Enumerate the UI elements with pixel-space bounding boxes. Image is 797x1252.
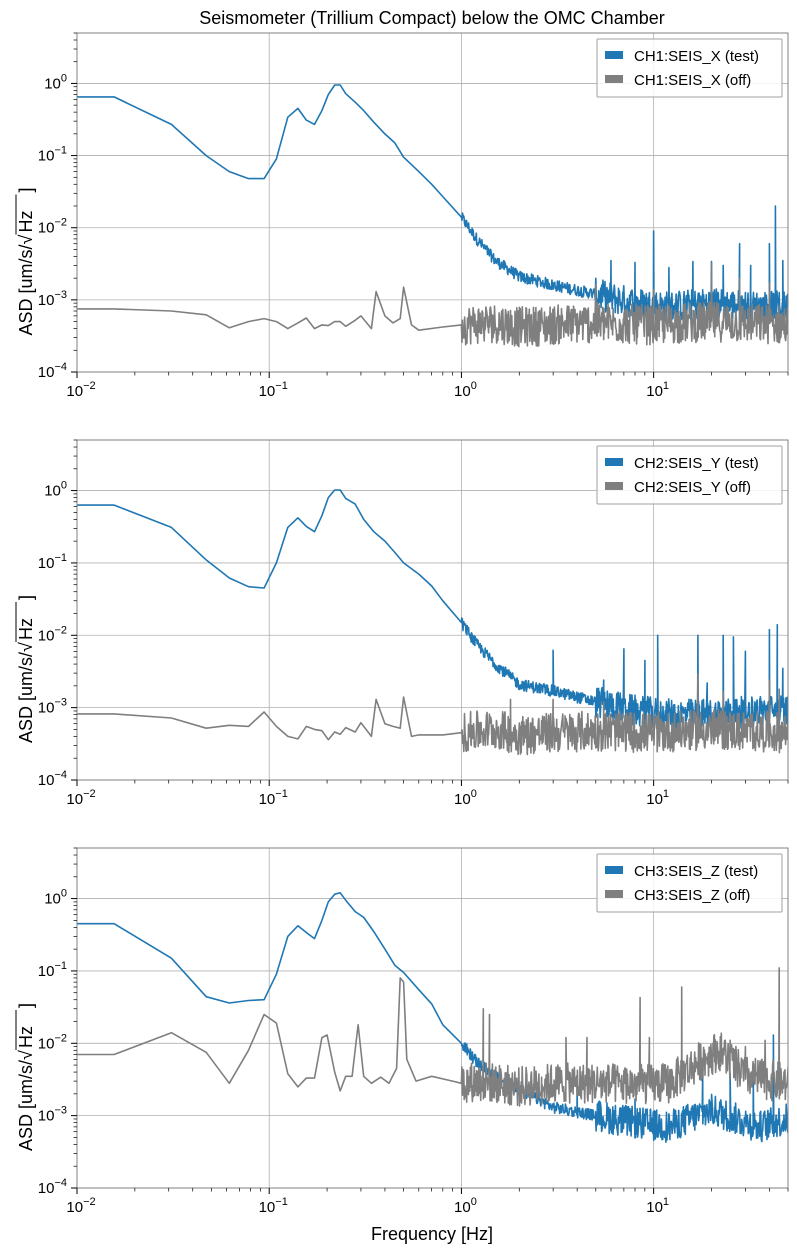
x-tick-label: 10−2 xyxy=(66,380,95,400)
y-tick-label: 10−1 xyxy=(38,960,67,980)
sqrt-symbol: √ xyxy=(16,235,36,245)
series-line-test xyxy=(77,489,788,731)
x-tick-label: 101 xyxy=(646,380,669,400)
y-label-prefix: ASD [um/s/ xyxy=(16,245,36,336)
legend-swatch-test xyxy=(605,51,623,59)
legend-swatch-off xyxy=(605,482,623,490)
legend-frame xyxy=(596,445,783,505)
x-tick-label: 100 xyxy=(454,380,477,400)
plot-area xyxy=(77,489,788,756)
x-tick-label: 10−1 xyxy=(259,1196,288,1216)
legend-label-off: CH3:SEIS_Z (off) xyxy=(634,887,750,904)
legend: CH2:SEIS_Y (test) CH2:SEIS_Y (off) xyxy=(596,445,783,505)
figure-title: Seismometer (Trillium Compact) below the… xyxy=(199,8,664,28)
series-line-test xyxy=(77,84,788,323)
y-label-root: Hz xyxy=(16,1026,36,1048)
y-label-prefix: ASD [um/s/ xyxy=(16,1060,36,1151)
series-line-off xyxy=(77,967,788,1107)
legend-frame xyxy=(596,38,783,98)
y-tick-label: 100 xyxy=(44,888,67,908)
y-tick-label: 100 xyxy=(44,480,67,500)
axes-frame xyxy=(76,439,789,781)
x-tick-label: 10−1 xyxy=(259,788,288,808)
y-tick-label: 10−2 xyxy=(38,1032,67,1052)
plot-area xyxy=(77,84,788,348)
x-tick-label: 10−2 xyxy=(66,788,95,808)
x-tick-label: 101 xyxy=(646,1196,669,1216)
y-axis-label: ASD [um/s/√ Hz] xyxy=(15,187,36,336)
series-line-off xyxy=(77,262,788,348)
legend-swatch-test xyxy=(605,866,623,874)
y-tick-label: 10−1 xyxy=(38,552,67,572)
legend-swatch-off xyxy=(605,75,623,83)
y-tick-label: 10−2 xyxy=(38,624,67,644)
legend-label-off: CH1:SEIS_X (off) xyxy=(634,72,751,89)
y-axis-label: ASD [um/s/√ Hz] xyxy=(15,1003,36,1151)
legend-frame xyxy=(596,853,783,913)
y-tick-label: 10−4 xyxy=(38,1177,67,1197)
y-label-root: Hz xyxy=(16,211,36,233)
sqrt-symbol: √ xyxy=(16,1050,36,1060)
series-line-off xyxy=(77,673,788,756)
y-label-suffix: ] xyxy=(16,595,36,600)
x-tick-label: 10−1 xyxy=(259,380,288,400)
y-label-suffix: ] xyxy=(16,1003,36,1008)
y-tick-label: 100 xyxy=(44,72,67,92)
x-tick-label: 100 xyxy=(454,1196,477,1216)
legend-label-off: CH2:SEIS_Y (off) xyxy=(634,479,751,496)
x-axis-label: Frequency [Hz] xyxy=(371,1224,493,1244)
y-tick-label: 10−1 xyxy=(38,145,67,165)
x-tick-label: 100 xyxy=(454,788,477,808)
legend: CH1:SEIS_X (test) CH1:SEIS_X (off) xyxy=(596,38,783,98)
y-tick-label: 10−2 xyxy=(38,217,67,237)
y-tick-label: 10−3 xyxy=(38,1105,67,1125)
y-tick-label: 10−3 xyxy=(38,289,67,309)
y-tick-label: 10−4 xyxy=(38,361,67,381)
y-label-root: Hz xyxy=(16,618,36,640)
y-label-prefix: ASD [um/s/ xyxy=(16,652,36,743)
y-label-suffix: ] xyxy=(16,187,36,192)
legend-swatch-test xyxy=(605,458,623,466)
axes-frame xyxy=(76,847,789,1189)
plot-area xyxy=(77,892,788,1143)
legend-label-test: CH2:SEIS_Y (test) xyxy=(634,455,759,472)
axes-frame xyxy=(76,32,789,373)
y-axis-label: ASD [um/s/√ Hz] xyxy=(15,595,36,743)
sqrt-symbol: √ xyxy=(16,642,36,652)
y-tick-label: 10−3 xyxy=(38,697,67,717)
legend-swatch-off xyxy=(605,890,623,898)
legend-label-test: CH3:SEIS_Z (test) xyxy=(634,863,758,880)
legend-label-test: CH1:SEIS_X (test) xyxy=(634,48,759,65)
legend: CH3:SEIS_Z (test) CH3:SEIS_Z (off) xyxy=(596,853,783,913)
x-tick-label: 101 xyxy=(646,788,669,808)
x-tick-label: 10−2 xyxy=(66,1196,95,1216)
y-tick-label: 10−4 xyxy=(38,769,67,789)
